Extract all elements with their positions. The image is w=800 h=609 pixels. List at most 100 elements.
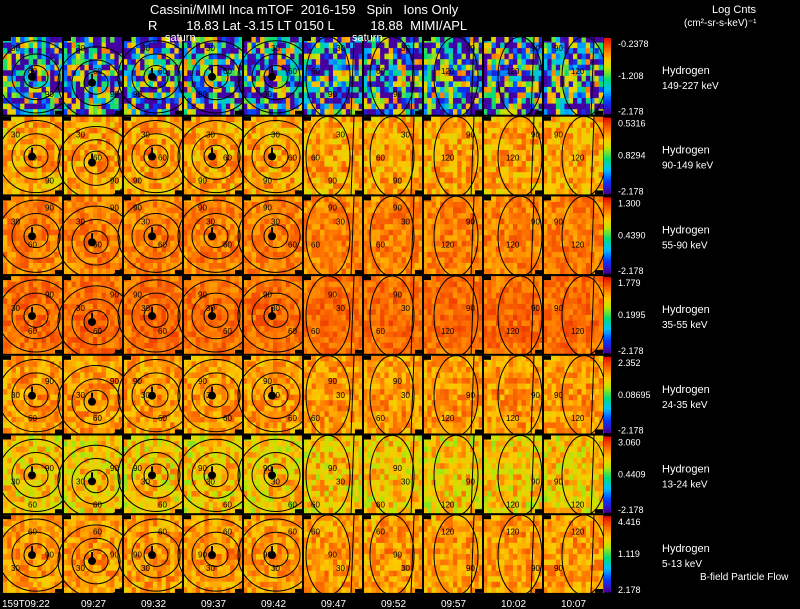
heatmap-cell (277, 48, 282, 55)
heatmap-cell (594, 161, 600, 168)
heatmap-cell (328, 150, 334, 156)
heatmap-cell (230, 59, 235, 66)
heatmap-cell (75, 109, 81, 116)
mask-corner (175, 190, 183, 195)
heatmap-cell (577, 70, 582, 77)
heatmap-cell (41, 150, 47, 156)
heatmap-cell (33, 133, 38, 140)
heatmap-cell (281, 122, 287, 129)
heatmap-cell (414, 98, 420, 104)
heatmap-cell (93, 196, 98, 203)
heatmap-cell (495, 109, 501, 116)
contour-label: 90 (328, 90, 337, 99)
heatmap-cell (350, 109, 355, 116)
heatmap-cell (200, 81, 205, 88)
heatmap-cell (380, 166, 385, 173)
heatmap-cell (7, 246, 12, 253)
heatmap-cell (3, 268, 8, 275)
heatmap-cell (187, 218, 192, 225)
heatmap-cell (127, 53, 132, 60)
heatmap-cell (225, 127, 231, 134)
mask-corner (543, 37, 551, 41)
heatmap-cell (230, 98, 235, 104)
heatmap-cell (101, 109, 107, 116)
heatmap-cell (470, 172, 475, 179)
heatmap-cell (80, 122, 85, 129)
heatmap-cell (67, 166, 72, 173)
heatmap-cell (448, 166, 454, 173)
heatmap-cell (11, 196, 17, 203)
heatmap-cell (564, 75, 570, 82)
heatmap-cell (217, 70, 222, 77)
heatmap-cell (534, 150, 540, 156)
heatmap-cell (97, 53, 102, 60)
heatmap-cell (315, 177, 321, 184)
heatmap-cell (345, 37, 351, 43)
heatmap-cell (581, 75, 587, 82)
heatmap-cell (491, 81, 497, 88)
heatmap-cell (380, 144, 385, 151)
heatmap-cell (71, 116, 77, 123)
heatmap-cell (183, 53, 188, 60)
heatmap-cell (461, 161, 467, 168)
heatmap-cell (500, 37, 505, 43)
heatmap-cell (37, 263, 42, 269)
heatmap-cell (67, 109, 72, 116)
heatmap-cell (397, 53, 402, 60)
heatmap-cell (457, 122, 462, 129)
heatmap-cell (15, 196, 21, 203)
heatmap-cell (504, 86, 510, 93)
heatmap-cell (50, 122, 55, 129)
heatmap-cell (568, 109, 574, 116)
heatmap-cell (170, 86, 175, 93)
heatmap-cell (93, 263, 98, 269)
heatmap-cell (148, 64, 154, 71)
heatmap-cell (33, 166, 38, 173)
heatmap-cell (568, 42, 574, 49)
heatmap-cell (333, 53, 338, 60)
heatmap-cell (341, 53, 347, 60)
heatmap-cell (337, 98, 342, 104)
heatmap-cell (487, 155, 492, 162)
saturn-spin-axis (31, 227, 33, 233)
heatmap-cell (487, 122, 492, 129)
heatmap-cell (15, 48, 21, 55)
heatmap-cell (101, 42, 107, 49)
heatmap-cell (217, 64, 222, 71)
heatmap-cell (58, 150, 64, 156)
heatmap-cell (530, 103, 535, 110)
heatmap-cell (93, 86, 98, 93)
heatmap-cell (165, 138, 171, 145)
heatmap-cell (264, 98, 270, 104)
heatmap-cell (573, 53, 578, 60)
heatmap-cell (491, 92, 497, 99)
heatmap-cell (140, 70, 145, 77)
heatmap-cell (401, 177, 407, 184)
heatmap-cell (37, 109, 42, 116)
heatmap-cell (131, 81, 137, 88)
heatmap-cell (140, 257, 145, 264)
heatmap-cell (397, 81, 402, 88)
heatmap-cell (208, 64, 214, 71)
heatmap-cell (93, 53, 98, 60)
colorbar-segment (604, 111, 611, 115)
heatmap-cell (41, 59, 47, 66)
colorbar-segment (604, 190, 611, 194)
heatmap-cell (63, 103, 68, 110)
heatmap-cell (230, 116, 235, 123)
heatmap-cell (405, 155, 411, 162)
heatmap-cell (320, 75, 325, 82)
heatmap-cell (358, 70, 364, 77)
heatmap-cell (440, 166, 445, 173)
heatmap-cell (127, 70, 132, 77)
heatmap-cell (75, 37, 81, 43)
heatmap-cell (435, 144, 441, 151)
heatmap-cell (63, 161, 68, 168)
heatmap-cell (75, 42, 81, 49)
heatmap-cell (165, 144, 171, 151)
heatmap-cell (234, 70, 240, 77)
heatmap-cell (324, 53, 330, 60)
heatmap-cell (54, 138, 60, 145)
heatmap-cell (547, 98, 552, 104)
heatmap-cell (320, 138, 325, 145)
